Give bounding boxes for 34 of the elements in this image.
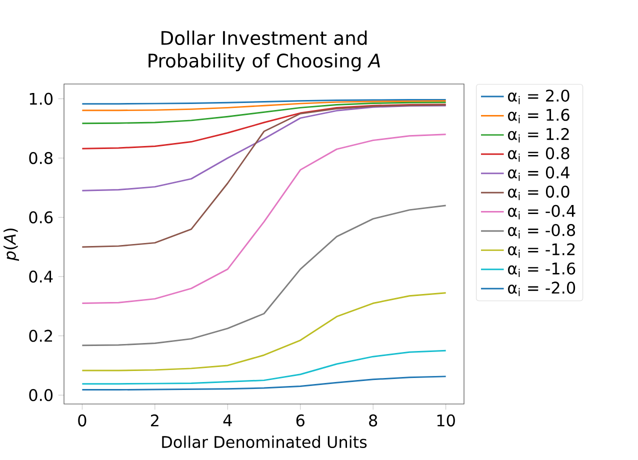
legend-label: α$_{i}$ = 2.0	[508, 90, 570, 104]
legend-label: α$_{i}$ = -1.2	[508, 243, 575, 258]
legend-label: α$_{i}$ = 0.4	[508, 166, 570, 181]
x-tick-label: 4	[223, 414, 232, 426]
line-series	[81, 204, 447, 346]
y-tick-label: 0.0	[29, 389, 53, 402]
y-tick-label: 0.8	[29, 152, 52, 164]
y-tick-label: 1.0	[30, 92, 53, 105]
x-tick-label: 2	[150, 414, 158, 426]
legend-label: α$_{i}$ = -0.4	[508, 204, 576, 220]
line-series	[81, 100, 447, 112]
line-series	[81, 134, 447, 304]
y-tick-label: 0.4	[29, 270, 53, 283]
x-axis-title: Dollar Denominated Units	[162, 436, 367, 448]
x-tick-label: 8	[369, 414, 378, 427]
x-tick-label: 10	[437, 414, 455, 427]
legend-label: α$_{i}$ = 1.2	[508, 128, 569, 142]
y-axis-title: p(A)	[4, 228, 19, 261]
line-series	[81, 104, 447, 150]
x-tick-label: 0	[78, 414, 86, 427]
legend-label: α$_{i}$ = -0.8	[508, 224, 576, 239]
legend-label: α$_{i}$ = -2.0	[508, 282, 576, 296]
y-tick-label: 0.2	[29, 330, 52, 342]
line-series	[81, 104, 447, 248]
chart-title: Dollar Investment and Probability of Choosing A	[148, 30, 380, 72]
legend-label: α$_{i}$ = 0.0	[508, 186, 570, 200]
line-series	[81, 292, 447, 372]
y-tick-label: 0.6	[29, 211, 53, 224]
line-series	[81, 104, 447, 192]
legend-label: α$_{i}$ = -1.6	[508, 262, 576, 277]
line-series	[81, 350, 447, 385]
legend-label: α$_{i}$ = 0.8	[508, 147, 570, 162]
x-tick-label: 6	[296, 414, 304, 427]
legend-label: α$_{i}$ = 1.6	[508, 108, 570, 124]
